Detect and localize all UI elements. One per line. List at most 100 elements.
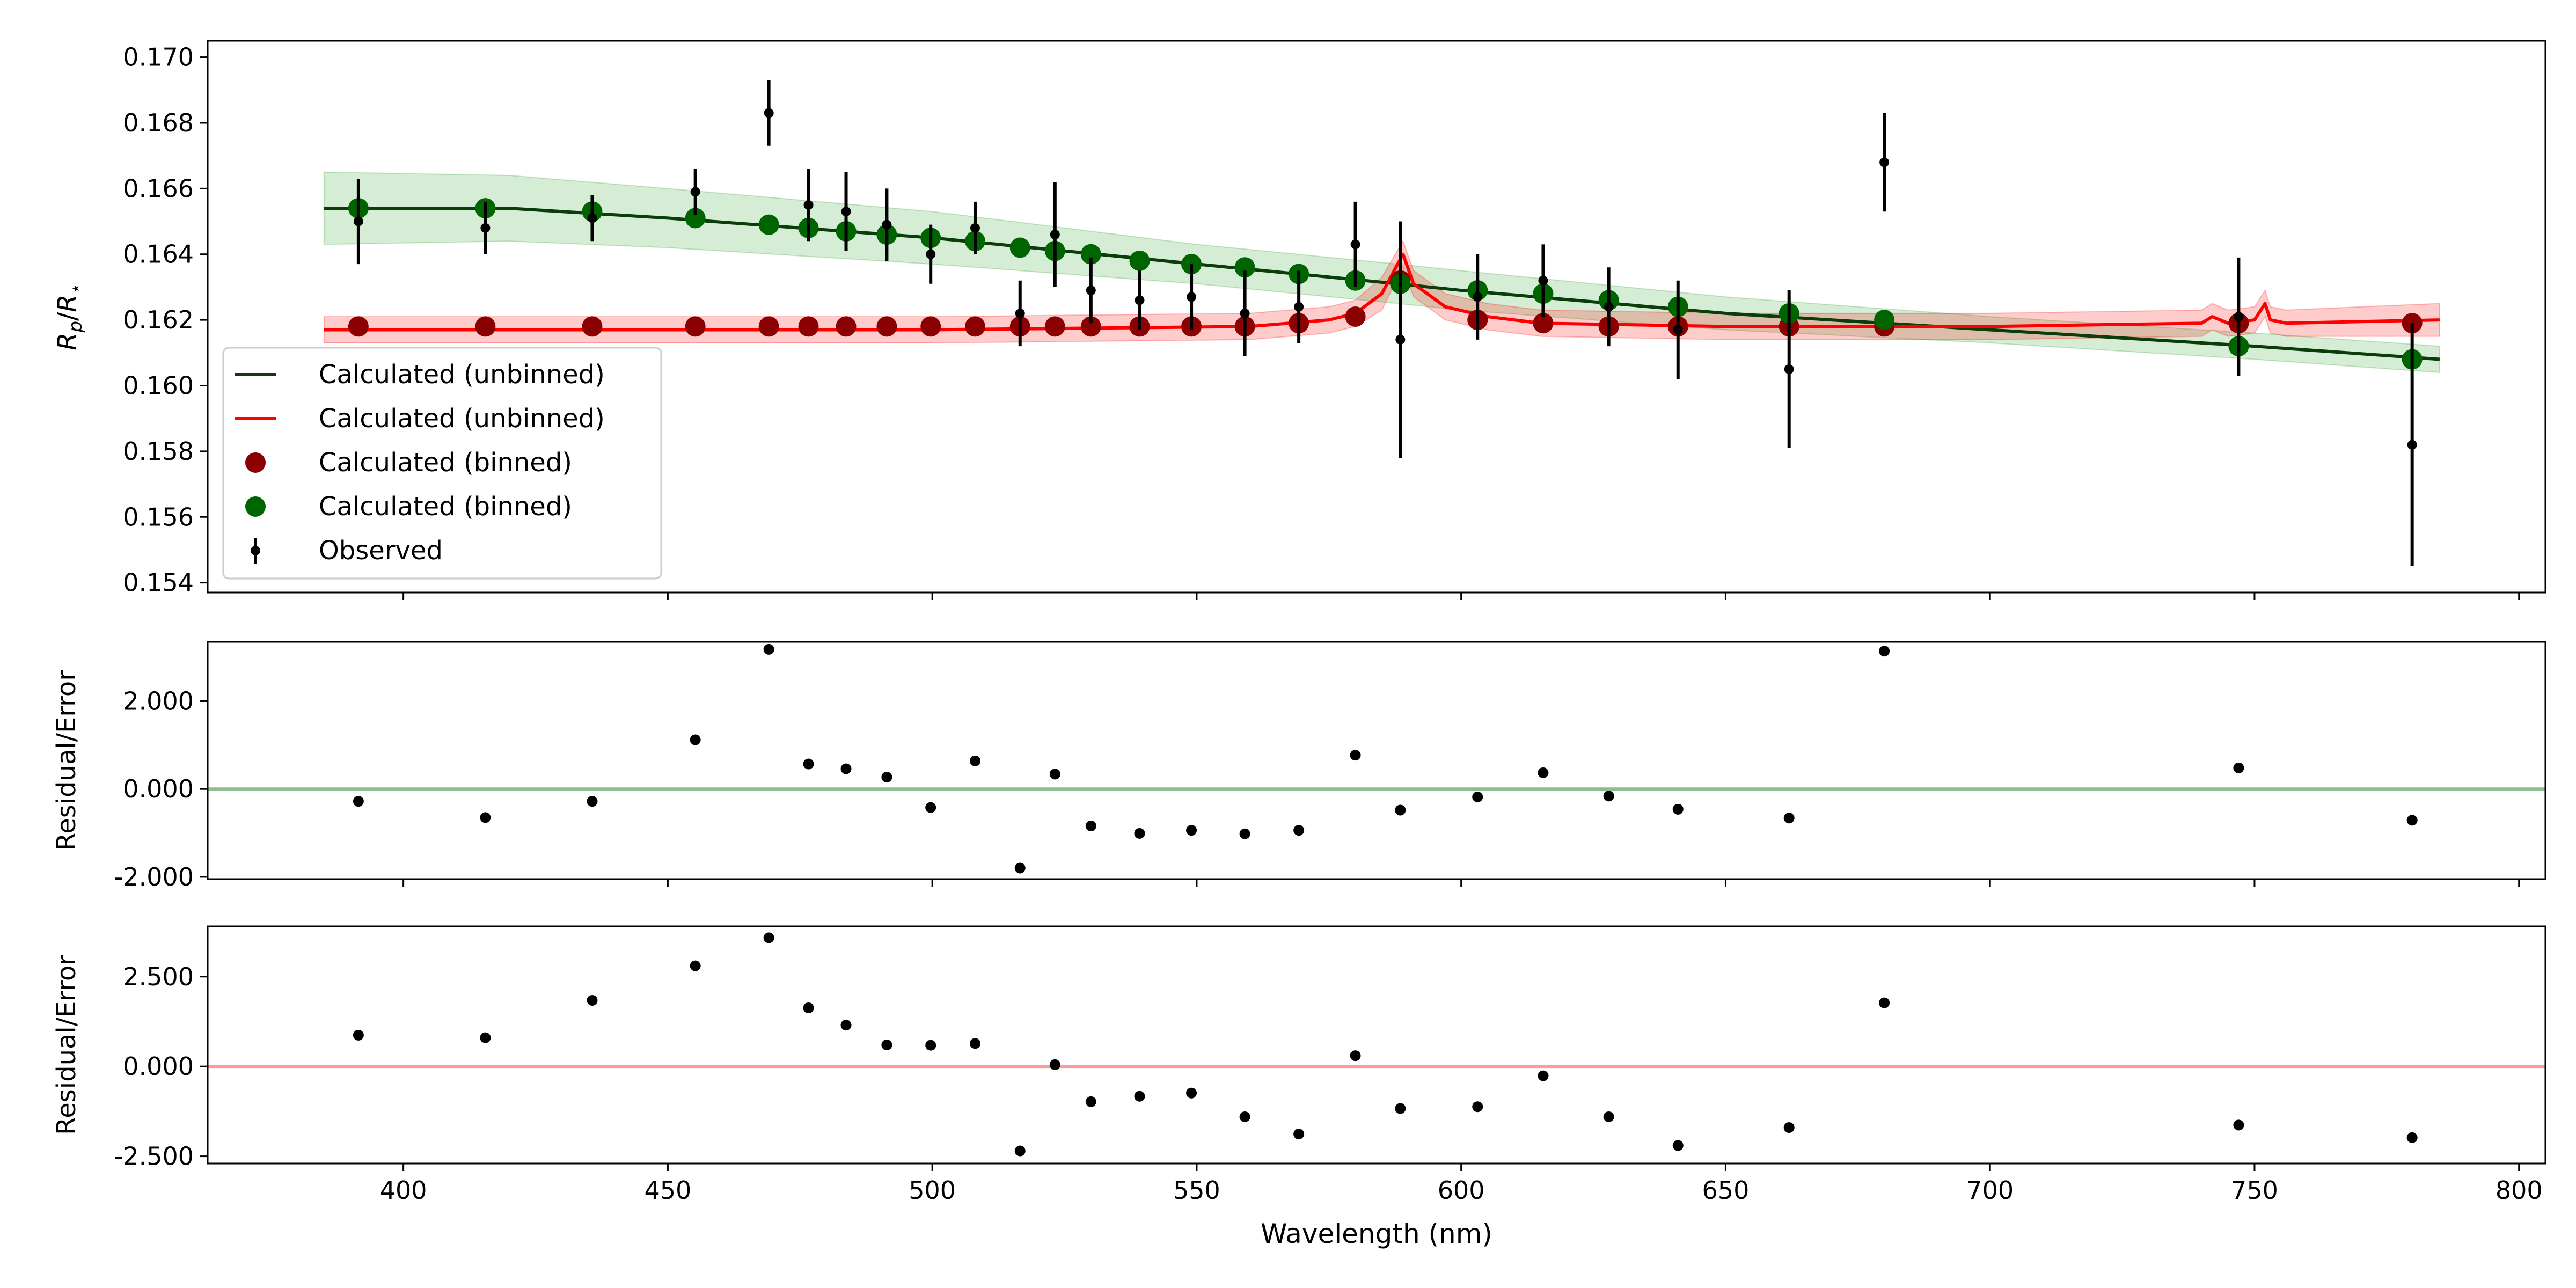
residual-red-ytick-label: 0.000 <box>123 1052 194 1081</box>
residual-green-point <box>1879 646 1890 657</box>
residual-red-point <box>1472 1101 1483 1113</box>
residual-red-xtick-label: 450 <box>644 1176 691 1205</box>
observed-point <box>1135 295 1145 305</box>
residual-red-point <box>2233 1119 2244 1131</box>
ylabel-sub-star: ⋆ <box>65 283 86 294</box>
residual-red-xtick-label: 700 <box>1966 1176 2014 1205</box>
binned-point <box>582 316 603 337</box>
residual-green-axes-frame <box>207 641 2546 880</box>
residual-red-plot-area <box>208 932 2545 1157</box>
residual-red-xtick-label: 400 <box>380 1176 427 1205</box>
observed-point <box>1395 334 1406 345</box>
spectrum-axes-frame <box>207 40 2546 594</box>
observed-point <box>1187 292 1197 302</box>
binned-point <box>685 208 706 229</box>
legend-label: Observed <box>319 536 443 566</box>
ylabel-r: R <box>53 333 83 350</box>
residual-green-point <box>2233 762 2244 773</box>
residual-red-ylabel: Residual/Error <box>52 955 82 1135</box>
residual-green-ytick-label: 0.000 <box>123 774 194 803</box>
binned-point <box>685 316 706 337</box>
residual-red-xtick-label: 550 <box>1173 1176 1220 1205</box>
residual-red-point <box>1603 1111 1614 1122</box>
residual-red-point <box>2406 1132 2418 1143</box>
observed-point <box>1879 157 1890 167</box>
observed-point <box>882 219 892 230</box>
residual-red-point <box>1538 1070 1549 1081</box>
observed-point <box>1294 302 1304 312</box>
binned-point <box>1533 313 1554 334</box>
residual-red-point <box>1085 1096 1096 1107</box>
residual-green-point <box>2406 815 2418 826</box>
residual-green-point <box>1293 825 1305 836</box>
observed-point <box>1015 308 1025 318</box>
legend-label: Calculated (unbinned) <box>319 360 605 390</box>
legend-label: Calculated (binned) <box>319 448 572 478</box>
residual-red-point <box>1395 1103 1406 1114</box>
spectrum-axes: 0.154 0.156 0.158 0.160 0.162 0.164 0.166 0.168… <box>53 43 2520 600</box>
spectrum-ylabel: Rp/R⋆ <box>53 283 86 350</box>
binned-point <box>798 316 819 337</box>
residual-red-point <box>1014 1145 1026 1157</box>
residual-red-xtick-label: 650 <box>1702 1176 1750 1205</box>
observed-point <box>2234 312 2244 321</box>
residual-green-point <box>1350 750 1361 761</box>
residual-red-xtick-label: 750 <box>2231 1176 2278 1205</box>
residual-green-point <box>1014 862 1026 874</box>
observed-point <box>1538 275 1548 286</box>
observed-point <box>1350 239 1360 250</box>
spectrum-ytick-label: 0.166 <box>123 174 194 203</box>
residual-green-point <box>1186 825 1197 836</box>
residual-red-point <box>881 1040 892 1050</box>
residual-green-point <box>1783 813 1795 824</box>
residual-green-point <box>587 796 598 807</box>
observed-point <box>1604 302 1614 312</box>
residual-green-point <box>1085 820 1096 831</box>
residual-red-point <box>1239 1111 1250 1122</box>
binned-point <box>1345 306 1366 327</box>
residual-red-xtick-label: 500 <box>909 1176 956 1205</box>
binned-point <box>1009 237 1030 258</box>
residual-green-point <box>1049 769 1060 780</box>
legend: Calculated (unbinned) Calculated (unbinne… <box>222 347 662 580</box>
observed-point <box>1086 286 1096 296</box>
residual-green-point <box>1472 791 1483 802</box>
residual-red-point <box>1049 1059 1060 1070</box>
binned-point <box>1044 316 1065 337</box>
residual-red-point <box>480 1032 491 1043</box>
observed-point <box>926 249 936 259</box>
observed-point <box>970 223 980 233</box>
legend-label: Calculated (binned) <box>319 492 572 522</box>
observed-point <box>587 213 597 223</box>
observed-point <box>841 207 851 217</box>
ylabel-sub-p: p <box>65 321 86 333</box>
residual-green-point <box>1603 791 1614 802</box>
residual-red-xtick-label: 600 <box>1438 1176 1485 1205</box>
spectrum-ytick-label: 0.168 <box>123 108 194 137</box>
spectrum-ytick-label: 0.156 <box>123 502 194 531</box>
residual-green-ylabel: Residual/Error <box>52 670 82 851</box>
residual-panel-green: -2.000 0.000 2.000 Residual/Error <box>52 641 2546 891</box>
observed-point <box>1050 230 1060 240</box>
residual-green-point <box>1672 803 1684 815</box>
residual-green-point <box>1538 767 1549 778</box>
residual-red-xlabel: Wavelength (nm) <box>1261 1218 1492 1249</box>
legend-box <box>222 347 662 580</box>
binned-point <box>964 316 985 337</box>
residual-green-point <box>881 772 892 783</box>
spectrum-panel: 0.154 0.156 0.158 0.160 0.162 0.164 0.166 0.168… <box>53 40 2546 600</box>
residual-red-point <box>763 932 774 943</box>
legend-dot-swatch <box>245 452 266 473</box>
model-uncertainty-band <box>323 171 2440 374</box>
residual-red-point <box>925 1040 936 1051</box>
residual-red-point <box>1134 1091 1145 1102</box>
residual-green-plot-area <box>208 643 2545 874</box>
residual-red-point <box>1186 1087 1197 1099</box>
residual-red-point <box>840 1020 852 1031</box>
residual-red-point <box>353 1029 364 1041</box>
legend-label: Calculated (unbinned) <box>319 404 605 434</box>
residual-red-xtick-label: 800 <box>2496 1176 2543 1205</box>
residual-red-point <box>690 960 701 971</box>
residual-green-point <box>969 755 980 766</box>
